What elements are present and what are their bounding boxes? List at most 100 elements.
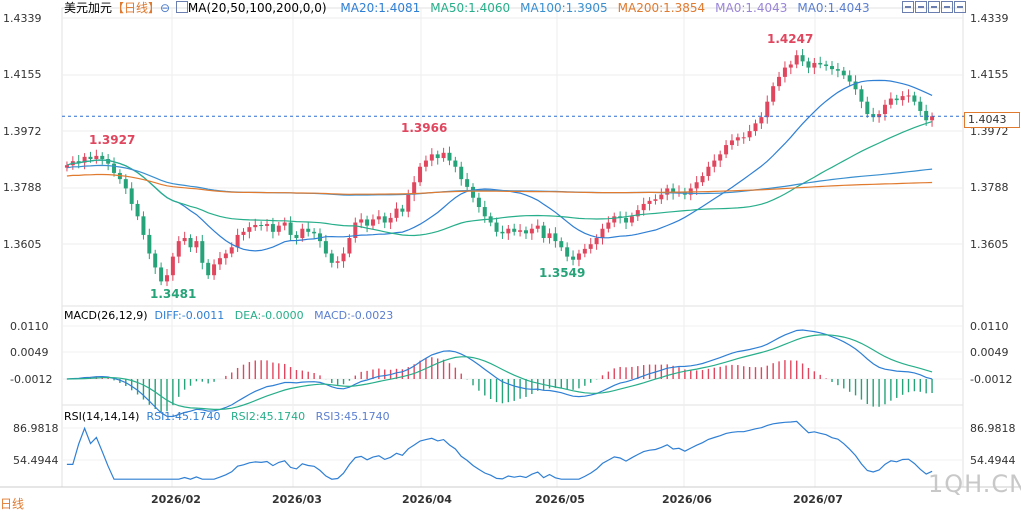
candle-body bbox=[418, 166, 423, 183]
candle-body bbox=[724, 145, 729, 155]
candle-body bbox=[170, 256, 175, 276]
header-legend: 美元加元【日线】⊖ MA(20,50,100,200,0,0) MA20:1.4… bbox=[64, 1, 870, 15]
candle-body bbox=[535, 225, 540, 229]
rsi2-value: RSI2:45.1740 bbox=[231, 410, 306, 423]
ma200-line bbox=[66, 173, 933, 195]
candle-body bbox=[671, 188, 676, 194]
expand-icon[interactable] bbox=[928, 1, 940, 13]
full-screen-icon[interactable] bbox=[954, 1, 966, 13]
candle-body bbox=[153, 253, 158, 268]
candle-body bbox=[853, 81, 858, 90]
candle-body bbox=[447, 152, 452, 161]
candle-body bbox=[471, 186, 476, 198]
candle-body bbox=[141, 216, 146, 235]
candle-body bbox=[924, 110, 929, 121]
candle-body bbox=[400, 208, 405, 212]
candle-body bbox=[576, 253, 581, 260]
rsi-axis-label: 54.4944 bbox=[13, 454, 59, 467]
candle-body bbox=[788, 64, 793, 68]
macd-diff: DIFF:-0.0011 bbox=[154, 309, 225, 322]
macd-axis-label: 0.0049 bbox=[10, 346, 49, 359]
candle-body bbox=[482, 207, 487, 217]
candle-body bbox=[718, 154, 723, 161]
candle-body bbox=[624, 217, 629, 223]
candle-body bbox=[777, 76, 782, 87]
period-label[interactable]: 【日线】 bbox=[112, 1, 161, 15]
rsi-legend: RSI(14,14,14) RSI1:45.1740 RSI2:45.1740 … bbox=[64, 410, 390, 423]
zoom-out-icon[interactable] bbox=[915, 1, 927, 13]
indicator-icon[interactable] bbox=[175, 1, 188, 13]
candle-body bbox=[818, 62, 823, 65]
candle-body bbox=[388, 217, 393, 223]
ma-item: MA0:1.4043 bbox=[715, 1, 788, 15]
candle-body bbox=[782, 67, 787, 77]
candle-body bbox=[300, 228, 305, 239]
candle-body bbox=[453, 160, 458, 167]
candle-body bbox=[541, 225, 546, 239]
price-annotation: 1.4247 bbox=[767, 32, 814, 46]
candle-body bbox=[594, 238, 599, 245]
period-tab[interactable]: 日线 bbox=[0, 497, 25, 511]
price-axis-label: 1.3972 bbox=[970, 125, 1009, 138]
candle-body bbox=[229, 247, 234, 254]
candle-body bbox=[353, 222, 358, 239]
price-axis-label: 1.3605 bbox=[970, 238, 1009, 251]
candle-body bbox=[129, 188, 134, 204]
candle-body bbox=[747, 131, 752, 138]
candle-body bbox=[571, 256, 576, 260]
circle-icon[interactable]: ⊖ bbox=[160, 1, 171, 15]
candle-body bbox=[235, 234, 240, 248]
candle-body bbox=[612, 216, 617, 223]
candle-body bbox=[847, 75, 852, 82]
candle-body bbox=[359, 219, 364, 223]
panel-frame bbox=[61, 7, 964, 307]
candle-body bbox=[212, 264, 217, 276]
ma-item: MA20:1.4081 bbox=[340, 1, 421, 15]
zoom-in-icon[interactable] bbox=[902, 1, 914, 13]
ma-item: MA50:1.4060 bbox=[430, 1, 511, 15]
candle-body bbox=[700, 176, 705, 183]
macd-axis-label: 0.0049 bbox=[970, 346, 1009, 359]
candle-body bbox=[276, 225, 281, 232]
ma50-line bbox=[66, 121, 933, 237]
candle-body bbox=[94, 155, 99, 159]
candle-body bbox=[741, 137, 746, 139]
ma-item: MA200:1.3854 bbox=[617, 1, 706, 15]
candle-body bbox=[123, 179, 128, 189]
macd-axis-label: 0.0110 bbox=[10, 320, 49, 333]
candle-body bbox=[194, 241, 199, 248]
rsi-axis-label: 86.9818 bbox=[13, 422, 59, 435]
candle-body bbox=[712, 160, 717, 167]
candle-body bbox=[653, 199, 658, 201]
x-axis-label: 2026/04 bbox=[402, 493, 452, 506]
candle-body bbox=[100, 155, 105, 159]
macd-value: MACD:-0.0023 bbox=[314, 309, 394, 322]
x-axis-label: 2026/05 bbox=[535, 493, 585, 506]
candle-body bbox=[206, 262, 211, 276]
price-annotation: 1.3549 bbox=[539, 266, 586, 280]
rsi-line bbox=[66, 420, 933, 480]
macd-axis-label: 0.0110 bbox=[970, 320, 1009, 333]
candle-body bbox=[394, 208, 399, 218]
candle-body bbox=[859, 89, 864, 102]
ma-item: MA0:1.4043 bbox=[797, 1, 870, 15]
candle-body bbox=[82, 156, 87, 163]
candle-body bbox=[841, 70, 846, 76]
candle-body bbox=[547, 233, 552, 239]
candle-body bbox=[217, 258, 222, 265]
watermark: 1QH.CN bbox=[928, 470, 1021, 498]
candle-body bbox=[759, 117, 764, 124]
candle-body bbox=[659, 194, 664, 200]
candle-body bbox=[76, 161, 81, 163]
candle-body bbox=[476, 197, 481, 208]
x-axis-label: 2026/07 bbox=[793, 493, 843, 506]
candle-body bbox=[706, 166, 711, 177]
candle-body bbox=[382, 216, 387, 223]
rsi-label: RSI(14,14,14) bbox=[64, 410, 140, 423]
price-axis-label: 1.4155 bbox=[3, 68, 42, 81]
collapse-icon[interactable] bbox=[941, 1, 953, 13]
ma100-line bbox=[66, 164, 933, 196]
candle-body bbox=[888, 98, 893, 105]
candle-body bbox=[900, 96, 905, 101]
